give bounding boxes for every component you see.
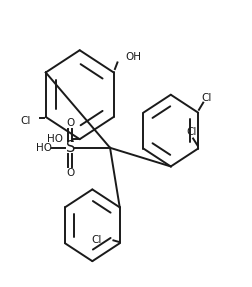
Text: Cl: Cl [91, 235, 102, 245]
Text: S: S [66, 140, 75, 155]
Text: HO: HO [35, 143, 51, 153]
Text: O: O [67, 118, 75, 128]
Text: Cl: Cl [20, 116, 30, 126]
Text: HO: HO [47, 134, 63, 144]
Text: OH: OH [124, 52, 140, 62]
Text: Cl: Cl [186, 127, 196, 137]
Text: Cl: Cl [201, 93, 211, 103]
Text: O: O [67, 168, 75, 178]
